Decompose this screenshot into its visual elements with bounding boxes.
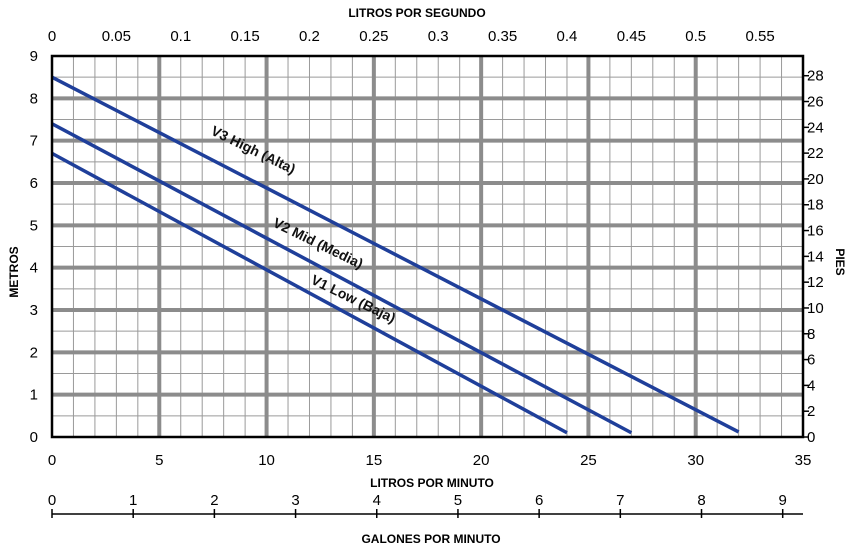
y-tick-label-feet: 12	[807, 274, 824, 291]
x-tick-label-lpm: 30	[687, 452, 704, 469]
x-tick-label-lps: 0.1	[170, 28, 191, 45]
gpm-axis-title: GALONES POR MINUTO	[361, 532, 500, 546]
right-axis-title: PIES	[833, 248, 847, 275]
y-tick-label-meters: 4	[30, 260, 38, 277]
y-tick-label-feet: 10	[807, 300, 824, 317]
x-tick-label-gpm: 0	[48, 492, 56, 509]
plot-frame	[50, 54, 805, 439]
tick-labels: 0 5 10 15 20 25 30 350 0.05 0.1 0.15 0.2 0.25 0.3 0.35…	[30, 28, 824, 469]
y-tick-label-meters: 9	[30, 48, 38, 65]
series-line-2	[51, 122, 633, 435]
y-tick-label-feet: 6	[807, 352, 815, 369]
y-tick-label-meters: 5	[30, 217, 38, 234]
x-tick-label-gpm: 4	[373, 492, 381, 509]
y-tick-label-feet: 8	[807, 326, 815, 343]
x-tick-label-lps: 0.05	[102, 28, 131, 45]
x-tick-label-lps: 0.45	[617, 28, 646, 45]
x-tick-label-lps: 0.35	[488, 28, 517, 45]
x-tick-label-gpm: 2	[210, 492, 218, 509]
y-tick-label-meters: 8	[30, 90, 38, 107]
x-tick-label-lps: 0.2	[299, 28, 320, 45]
y-tick-label-meters: 2	[30, 344, 38, 361]
y-tick-label-feet: 4	[807, 377, 815, 394]
x-tick-label-lps: 0.5	[685, 28, 706, 45]
curve-label-v2: V2 Mid (Media)	[271, 214, 366, 271]
y-tick-label-feet: 2	[807, 403, 815, 420]
y-tick-label-meters: 1	[30, 387, 38, 404]
y-tick-label-feet: 22	[807, 145, 824, 162]
y-tick-label-feet: 28	[807, 68, 824, 85]
curve-label-v3: V3 High (Alta)	[209, 122, 299, 177]
x-tick-label-gpm: 9	[779, 492, 787, 509]
x-tick-label-gpm: 8	[697, 492, 705, 509]
x-tick-label-lps: 0.15	[231, 28, 260, 45]
y-tick-label-feet: 24	[807, 119, 824, 136]
top-axis-title: LITROS POR SEGUNDO	[348, 6, 485, 20]
grid	[52, 56, 803, 437]
left-axis-title: METROS	[7, 246, 21, 297]
y-tick-label-feet: 0	[807, 429, 815, 446]
x-tick-label-gpm: 3	[291, 492, 299, 509]
series-group	[51, 75, 740, 435]
y-tick-label-feet: 26	[807, 94, 824, 111]
series-line-1	[51, 75, 740, 434]
x-tick-label-lps: 0.3	[428, 28, 449, 45]
series-line-3	[51, 151, 568, 435]
x-tick-label-lps: 0.55	[745, 28, 774, 45]
x-tick-label-lpm: 15	[366, 452, 383, 469]
gpm-axis: 0 1 2 3 4 5 6 7 8 9	[48, 492, 803, 518]
x-tick-label-gpm: 1	[129, 492, 137, 509]
y-tick-label-feet: 16	[807, 223, 824, 240]
x-tick-label-lpm: 20	[473, 452, 490, 469]
x-tick-label-lpm: 25	[580, 452, 597, 469]
y-tick-label-meters: 0	[30, 429, 38, 446]
x-tick-label-lps: 0.25	[359, 28, 388, 45]
y-tick-label-feet: 20	[807, 171, 824, 188]
y-tick-label-meters: 3	[30, 302, 38, 319]
x-tick-label-lps: 0.4	[557, 28, 578, 45]
x-tick-label-lpm: 35	[795, 452, 812, 469]
y-tick-label-feet: 14	[807, 248, 824, 265]
x-tick-label-lpm: 0	[48, 452, 56, 469]
x-tick-label-gpm: 6	[535, 492, 543, 509]
y-tick-label-meters: 7	[30, 133, 38, 150]
x-tick-label-lps: 0	[48, 28, 56, 45]
x-tick-label-gpm: 5	[454, 492, 462, 509]
y-tick-label-feet: 18	[807, 197, 824, 214]
bottom-axis-title: LITROS POR MINUTO	[370, 476, 494, 490]
x-tick-label-lpm: 5	[155, 452, 163, 469]
x-tick-label-gpm: 7	[616, 492, 624, 509]
x-tick-label-lpm: 10	[258, 452, 275, 469]
y-tick-label-meters: 6	[30, 175, 38, 192]
